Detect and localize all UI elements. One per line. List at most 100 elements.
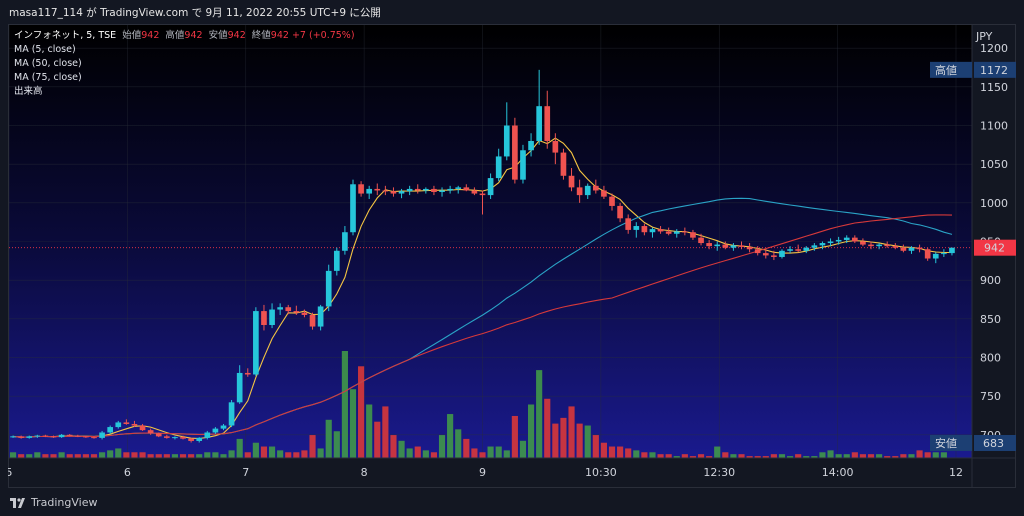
price-tick-label: 1100: [980, 120, 1008, 133]
candle-body: [835, 239, 842, 242]
volume-bar: [422, 450, 429, 458]
legend-volume[interactable]: 出来高: [14, 86, 43, 97]
volume-bar: [58, 452, 65, 458]
candle-body: [714, 244, 721, 247]
volume-bar: [649, 452, 656, 458]
last-price-marker: 942: [974, 239, 1016, 256]
candle-body: [107, 427, 114, 433]
footer: [0, 488, 1024, 516]
candle-body: [382, 190, 389, 192]
candle-body: [795, 249, 801, 251]
legend-ma50[interactable]: MA (50, close): [14, 58, 82, 69]
volume-bar: [188, 454, 195, 458]
volume-bar: [220, 454, 227, 458]
legend-ma5[interactable]: MA (5, close): [14, 44, 76, 55]
candle-body: [698, 237, 704, 244]
candle-body: [592, 185, 599, 191]
legend-main: インフォネット, 5, TSE 始値942 高値942 安値942 終値942 …: [14, 29, 355, 43]
candle-body: [83, 436, 89, 438]
candle-body: [495, 156, 502, 179]
candle-body: [665, 231, 672, 234]
volume-bar: [260, 446, 268, 458]
volume-bar: [390, 435, 397, 458]
volume-bar: [463, 438, 470, 458]
volume-bar: [835, 454, 842, 458]
tradingview-brand[interactable]: TradingView: [10, 496, 97, 509]
volume-bar: [608, 446, 616, 458]
price-tick-label: 1000: [980, 197, 1008, 210]
volume-bar: [301, 450, 308, 458]
volume-bar: [544, 398, 551, 458]
volume-bar: [617, 446, 624, 458]
candle-body: [868, 244, 874, 247]
volume-bar: [131, 452, 138, 458]
volume-bar: [42, 454, 49, 458]
volume-bar: [99, 452, 106, 458]
low-marker: 安値 683: [930, 435, 1016, 451]
candle-body: [787, 249, 793, 251]
candle-body: [325, 270, 332, 307]
candle-body: [843, 237, 850, 240]
volume-bar: [341, 351, 348, 458]
candle-body: [228, 402, 235, 426]
candle-body: [212, 428, 219, 433]
time-tick-label: 9: [479, 466, 486, 479]
legend-low-label: 安値: [208, 30, 228, 41]
legend-close: 942: [270, 30, 289, 41]
candle-body: [147, 430, 154, 434]
volume-bar: [9, 452, 17, 458]
candle-body: [390, 191, 397, 194]
volume-bar: [884, 456, 891, 458]
volume-bar: [827, 450, 834, 458]
candle-body: [762, 253, 769, 256]
volume-bar: [236, 438, 243, 458]
low-marker-value-bg: [974, 435, 1016, 451]
high-marker: 高値 1172: [930, 61, 1016, 78]
candle-body: [58, 434, 65, 438]
volume-bar: [115, 448, 122, 458]
candle-body: [584, 185, 591, 196]
volume-bar: [204, 452, 211, 458]
high-marker-label-bg: [930, 61, 972, 78]
legend-high-label: 高値: [165, 30, 185, 41]
volume-bar: [163, 454, 170, 458]
volume-bar: [600, 442, 607, 458]
volume-bar: [244, 452, 251, 458]
time-tick-label: 8: [361, 466, 368, 479]
candle-body: [641, 226, 648, 233]
time-axis-ticks: 5 6 7 8 9 10:30 12:30 14:00 12: [8, 466, 963, 479]
time-tick-label: 14:00: [822, 466, 854, 479]
candle-body: [487, 178, 494, 196]
volume-bar: [333, 431, 340, 458]
candle-body: [269, 309, 275, 326]
price-tick-label: 1150: [980, 81, 1008, 94]
low-marker-value: 683: [983, 437, 1004, 450]
candle-body: [26, 436, 33, 438]
chart-legend: インフォネット, 5, TSE 始値942 高値942 安値942 終値942 …: [14, 29, 355, 99]
legend-ma75[interactable]: MA (75, close): [14, 72, 82, 83]
price-tick-label: 1200: [980, 42, 1008, 55]
volume-bar: [592, 435, 599, 458]
volume-bar: [228, 450, 235, 458]
volume-bar: [147, 454, 154, 458]
candle-body: [771, 255, 777, 257]
price-tick-label: 750: [980, 390, 1001, 403]
volume-bar: [123, 452, 130, 458]
volume-bar: [447, 414, 454, 458]
candle-body: [503, 125, 510, 157]
volume-bar: [795, 454, 802, 458]
volume-bar: [50, 454, 57, 458]
volume-bar: [625, 448, 632, 458]
volume-bar: [689, 456, 697, 458]
candle-body: [520, 150, 526, 180]
price-chart[interactable]: JPY 120011501100105010009509008508007507…: [8, 24, 1016, 488]
candle-body: [673, 231, 680, 234]
candle-body: [10, 436, 16, 438]
volume-bar: [511, 415, 518, 458]
volume-bar: [730, 454, 737, 458]
candle-body: [285, 307, 292, 312]
candle-body: [811, 245, 818, 248]
candle-body: [431, 188, 437, 193]
candle-body: [552, 140, 559, 153]
candle-body: [99, 432, 105, 438]
